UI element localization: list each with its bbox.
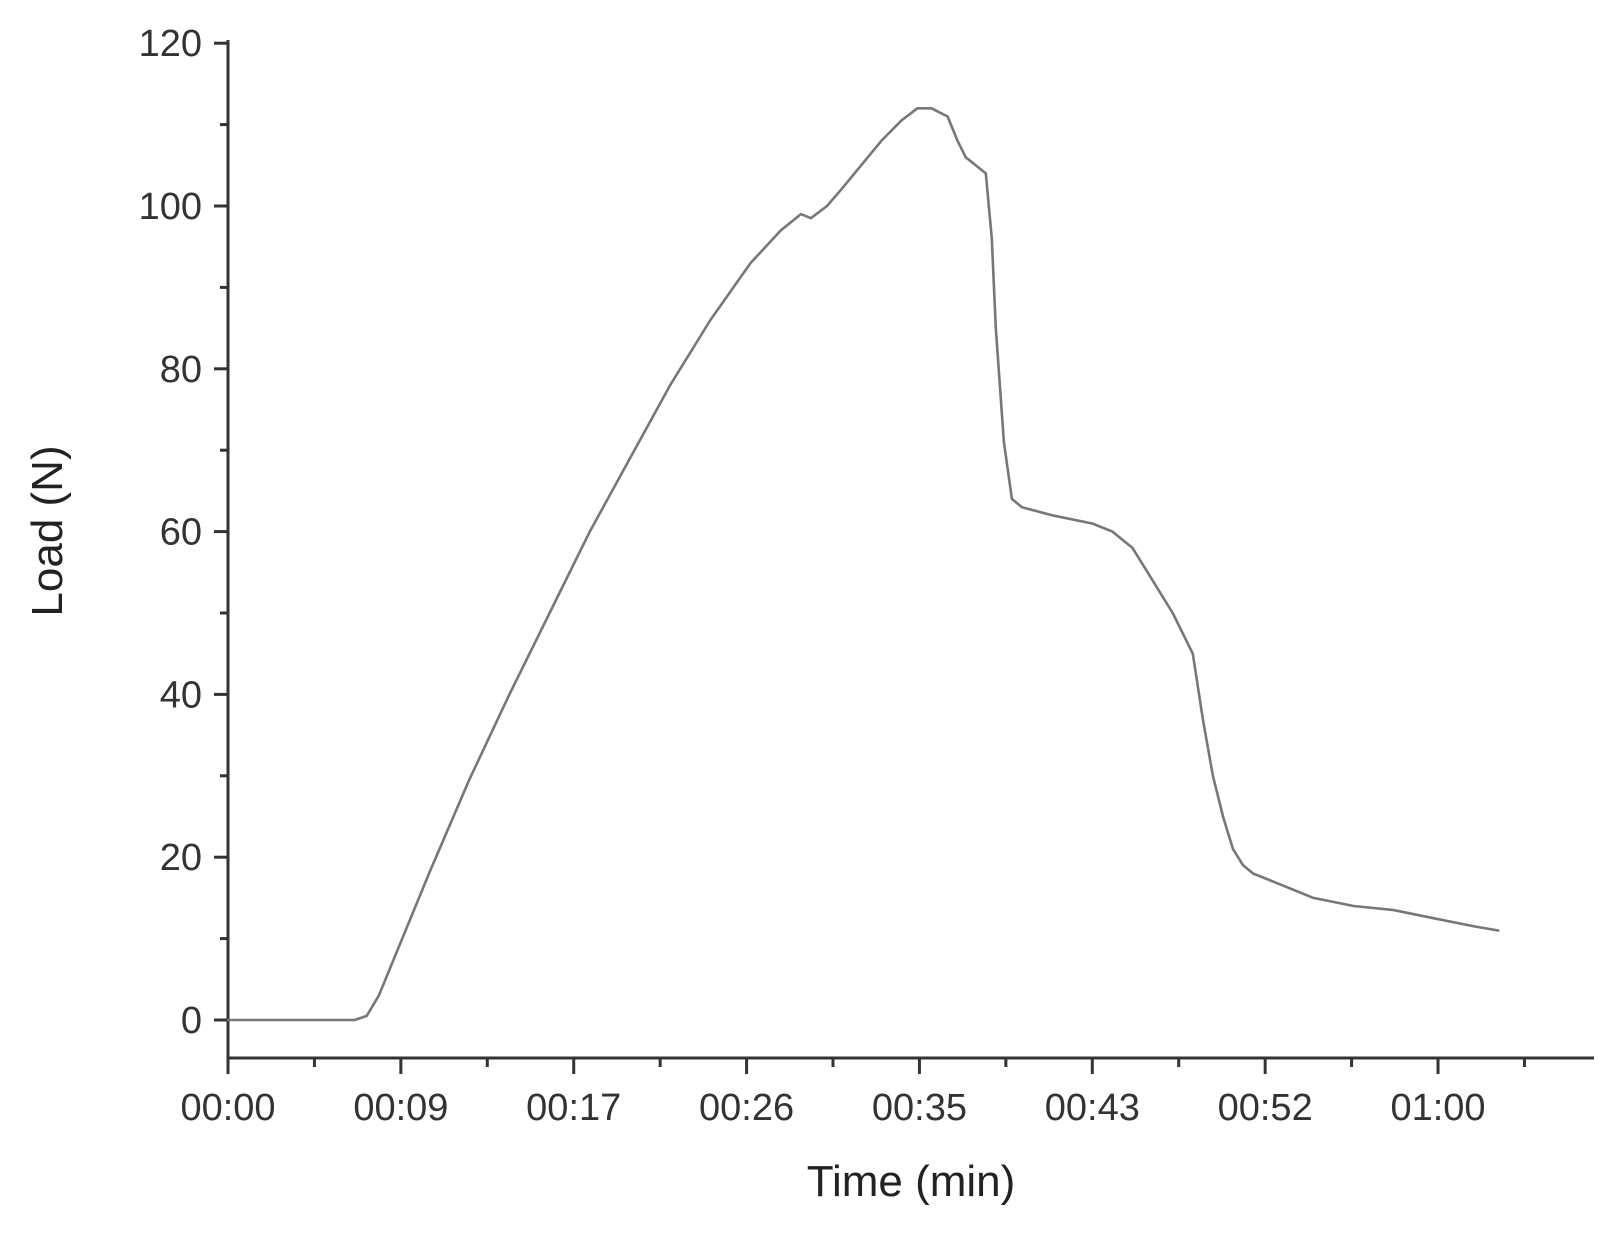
x-tick-label: 00:26 (699, 1087, 794, 1129)
x-tick-label: 00:52 (1218, 1087, 1313, 1129)
y-tick-label: 100 (139, 186, 202, 228)
y-axis-ticks: 0 20 40 60 80 100 120 (139, 23, 228, 1042)
x-tick-label: 00:43 (1045, 1087, 1140, 1129)
y-tick-label: 0 (181, 1000, 202, 1042)
y-tick-label: 80 (160, 349, 202, 391)
x-tick-label: 00:09 (353, 1087, 448, 1129)
y-tick-label: 40 (160, 674, 202, 716)
x-tick-label: 00:00 (180, 1087, 275, 1129)
x-axis-ticks: 00:00 00:09 00:17 00:26 00:35 00:43 00:52 01:00 (180, 1058, 1486, 1129)
x-axis-title: Time (min) (807, 1157, 1016, 1206)
x-tick-label: 01:00 (1390, 1087, 1485, 1129)
x-tick-label: 00:35 (872, 1087, 967, 1129)
series-line-load (226, 107, 1500, 1022)
y-tick-label: 120 (139, 23, 202, 65)
minor-ticks (220, 123, 1526, 1067)
y-axis-title: Load (N) (23, 445, 72, 616)
y-tick-label: 20 (160, 837, 202, 879)
x-tick-label: 00:17 (526, 1087, 621, 1129)
y-tick-label: 60 (160, 512, 202, 554)
